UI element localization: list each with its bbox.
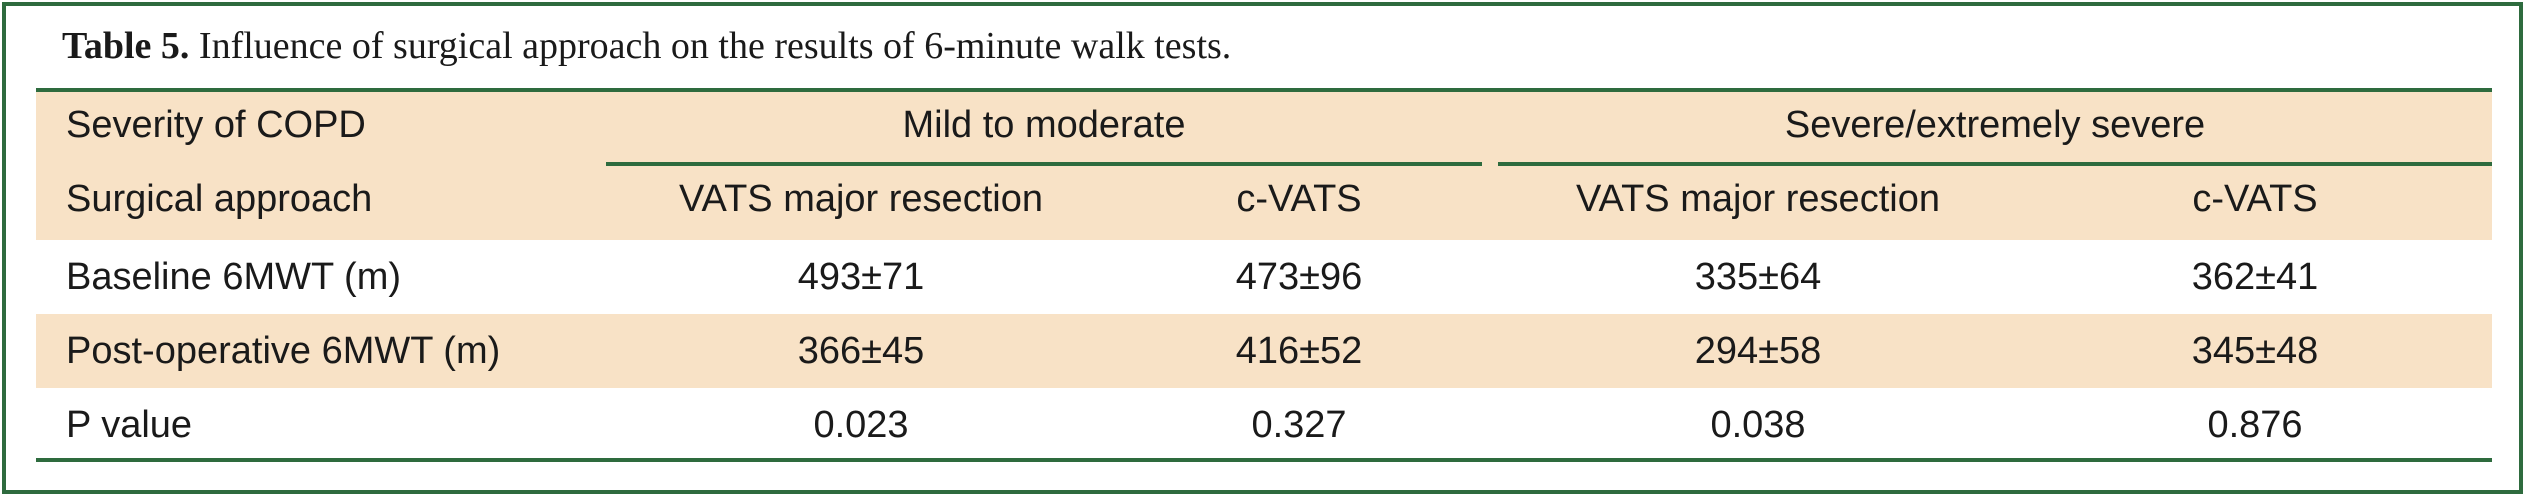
header-band bbox=[36, 92, 2492, 240]
row-label-p-value: P value bbox=[66, 404, 193, 446]
table-caption: Table 5. Influence of surgical approach … bbox=[62, 24, 1231, 68]
table-cell: 0.327 bbox=[1251, 404, 1347, 446]
row-band-post-operative bbox=[36, 314, 2492, 388]
table-cell: 0.023 bbox=[813, 404, 909, 446]
header-col-vats-mild: VATS major resection bbox=[679, 178, 1043, 220]
table-cell: 335±64 bbox=[1694, 256, 1822, 298]
table-cell: 473±96 bbox=[1235, 256, 1363, 298]
header-approach-label: Surgical approach bbox=[66, 178, 373, 220]
table-cell: 366±45 bbox=[797, 330, 925, 372]
header-col-cvats-severe: c-VATS bbox=[2192, 178, 2318, 220]
top-rule bbox=[36, 88, 2492, 92]
group-rule-mild bbox=[606, 162, 1482, 166]
table-cell: 416±52 bbox=[1235, 330, 1363, 372]
table-caption-label: Table 5. bbox=[62, 25, 190, 67]
header-col-vats-severe: VATS major resection bbox=[1576, 178, 1940, 220]
table-cell: 0.038 bbox=[1710, 404, 1806, 446]
table-cell: 362±41 bbox=[2191, 256, 2319, 298]
group-rule-severe bbox=[1498, 162, 2492, 166]
bottom-rule bbox=[36, 458, 2492, 462]
table-caption-text: Influence of surgical approach on the re… bbox=[189, 25, 1232, 67]
header-severity-label: Severity of COPD bbox=[66, 104, 366, 146]
table-cell: 345±48 bbox=[2191, 330, 2319, 372]
row-label-baseline: Baseline 6MWT (m) bbox=[66, 256, 402, 298]
header-group-severe: Severe/extremely severe bbox=[1784, 104, 2206, 146]
table-cell: 294±58 bbox=[1694, 330, 1822, 372]
table-cell: 0.876 bbox=[2207, 404, 2303, 446]
header-col-cvats-mild: c-VATS bbox=[1236, 178, 1362, 220]
table-cell: 493±71 bbox=[797, 256, 925, 298]
row-label-post-operative: Post-operative 6MWT (m) bbox=[66, 330, 501, 372]
header-group-mild: Mild to moderate bbox=[902, 104, 1186, 146]
